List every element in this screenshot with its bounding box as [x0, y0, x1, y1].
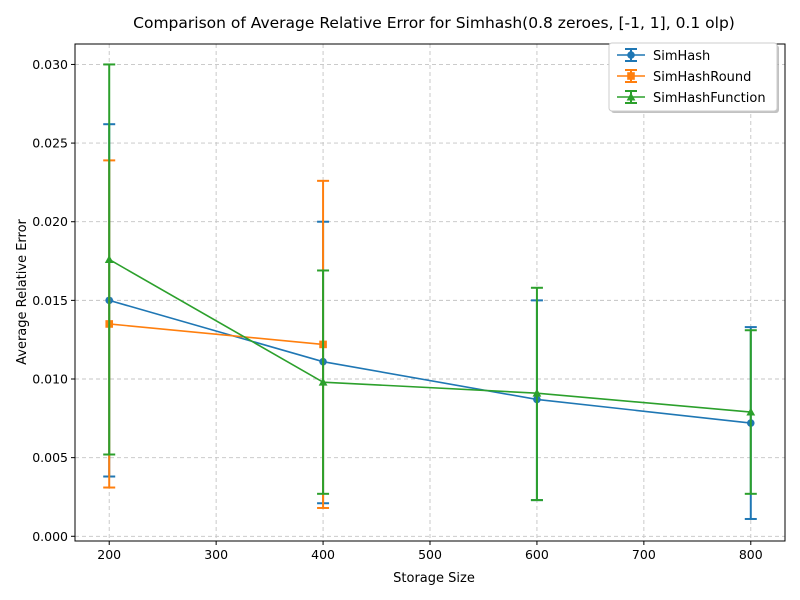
ticks: 200 300 400 500 600 700 800 0.000 0.005 0.010 0.01… [32, 57, 763, 562]
legend-box [608, 42, 778, 112]
y-tick-label: 0.025 [32, 136, 68, 151]
y-tick-label: 0.020 [32, 214, 68, 229]
legend-label: SimHashFunction [653, 91, 766, 106]
data-point [746, 407, 756, 416]
series-layer [103, 63, 757, 520]
series-line [108, 299, 751, 424]
data-point [104, 255, 114, 263]
series-line [109, 323, 324, 346]
legend-marker [627, 51, 635, 59]
x-tick-label: 200 [97, 547, 121, 562]
chart-title: Comparison of Average Relative Error for… [133, 14, 735, 32]
legend-label: SimHashRound [653, 70, 751, 85]
data-point [318, 377, 328, 386]
x-tick-label: 300 [204, 547, 228, 562]
data-point [532, 388, 542, 397]
series-simhashfunction [103, 63, 757, 502]
x-tick-label: 800 [739, 547, 763, 562]
y-tick-label: 0.030 [32, 57, 68, 72]
y-tick-label: 0.015 [32, 293, 68, 308]
y-tick-label: 0.010 [32, 372, 68, 387]
x-tick-label: 600 [525, 547, 549, 562]
series-line [108, 258, 751, 413]
x-tick-label: 500 [418, 547, 442, 562]
x-tick-label: 700 [632, 547, 656, 562]
y-tick-label: 0.005 [32, 450, 68, 465]
legend-label: SimHash [653, 49, 710, 64]
x-axis-label: Storage Size [393, 571, 475, 586]
legend-marker [626, 92, 636, 101]
legend-marker [627, 72, 635, 80]
legend: SimHash SimHashRound SimHashFunction [608, 42, 779, 113]
y-axis-label: Average Relative Error [15, 218, 30, 364]
x-tick-label: 400 [311, 547, 335, 562]
y-tick-label: 0.000 [32, 529, 68, 544]
